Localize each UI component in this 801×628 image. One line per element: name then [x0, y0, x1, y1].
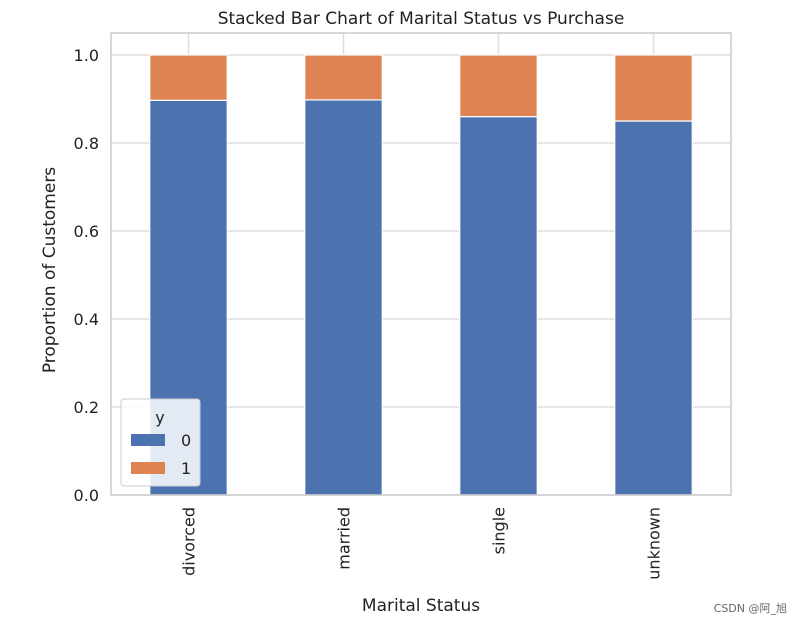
x-axis-ticks: divorced married single unknown [180, 507, 664, 580]
y-axis-label: Proportion of Customers [40, 167, 60, 373]
x-tick-label: unknown [645, 507, 664, 580]
y-tick-label: 0.2 [74, 398, 99, 417]
y-tick-label: 0.4 [74, 310, 99, 329]
y-axis-ticks: 0.0 0.2 0.4 0.6 0.8 1.0 [74, 46, 99, 505]
y-tick-label: 0.6 [74, 222, 99, 241]
plot-frame [110, 32, 732, 496]
bar-married-series-1 [304, 54, 383, 101]
legend-label-1: 1 [181, 459, 191, 478]
x-tick-label: married [335, 507, 354, 570]
watermark: CSDN @阿_旭 [713, 602, 787, 615]
legend-title: y [155, 408, 164, 427]
legend: y 0 1 [120, 398, 201, 487]
y-tick-label: 0.8 [74, 134, 99, 153]
bar-unknown-series-1 [614, 54, 693, 122]
bar-divorced-series-1 [149, 54, 228, 101]
legend-swatch-1 [131, 462, 165, 474]
bar-unknown-series-0 [614, 120, 693, 496]
x-tick-label: divorced [180, 507, 199, 576]
bar-single-series-1 [459, 54, 538, 118]
chart-title: Stacked Bar Chart of Marital Status vs P… [218, 9, 625, 29]
x-axis-label: Marital Status [362, 596, 480, 616]
bar-single-series-0 [459, 115, 538, 496]
legend-swatch-0 [131, 434, 165, 446]
y-tick-label: 1.0 [74, 46, 99, 65]
bar-married-series-0 [304, 99, 383, 496]
x-tick-label: single [490, 507, 509, 554]
y-tick-label: 0.0 [74, 486, 99, 505]
legend-label-0: 0 [181, 431, 191, 450]
